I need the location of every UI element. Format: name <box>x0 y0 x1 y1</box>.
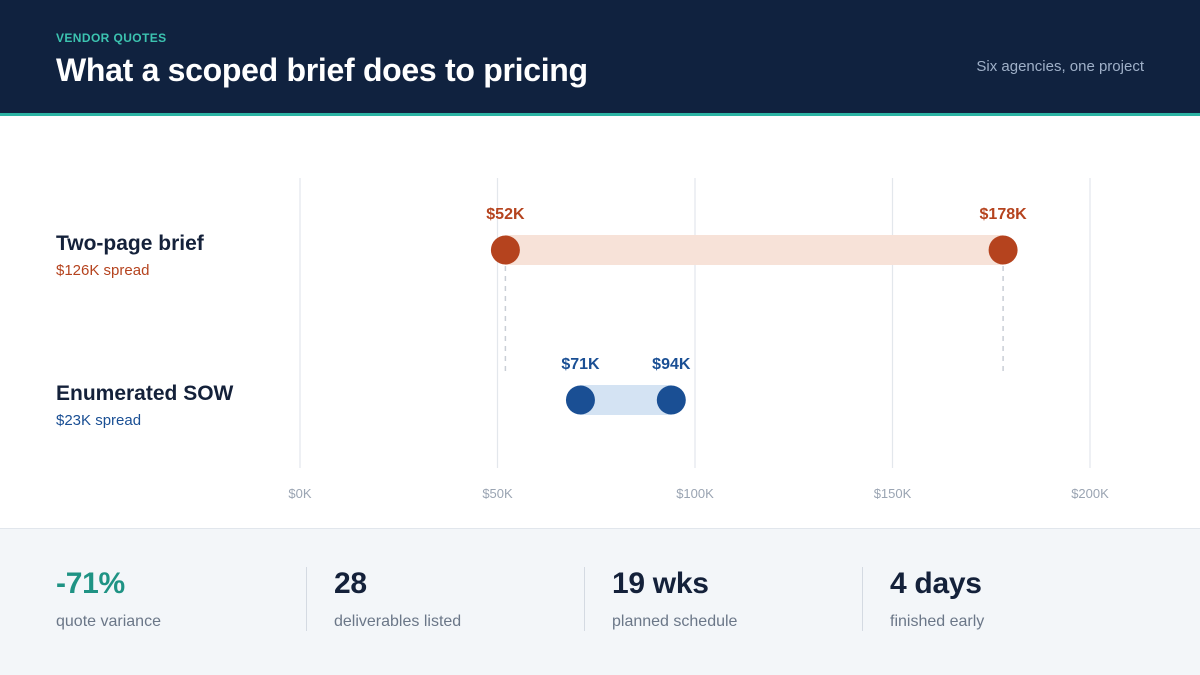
header-accent-rule <box>0 113 1200 116</box>
x-tick-label: $150K <box>874 486 912 501</box>
stat-value: 4 days <box>890 567 982 600</box>
chart-svg: $0K $50K $100K $150K $200K $52K $178K $71K $94K <box>288 178 1109 501</box>
stat-value: 19 wks <box>612 567 709 600</box>
stat-label: finished early <box>890 613 985 630</box>
range-min-label: $71K <box>561 356 600 373</box>
series-label-two-page-brief: Two-page brief <box>56 232 204 255</box>
stat-deliverables: 28 deliverables listed <box>334 567 461 631</box>
series-label-enumerated-sow: Enumerated SOW <box>56 382 234 405</box>
stat-label: planned schedule <box>612 613 738 630</box>
stats-bar: -71% quote variance 28 deliverables list… <box>0 528 1200 675</box>
stat-finished-early: 4 days finished early <box>890 567 984 631</box>
series-spread-two-page-brief: $126K spread <box>56 262 150 279</box>
range-min-dot <box>565 385 595 415</box>
stat-label: quote variance <box>56 613 161 630</box>
range-chart: $0K $50K $100K $150K $200K $52K $178K $71K $94K … <box>0 116 1200 528</box>
range-band <box>580 385 672 415</box>
range-band <box>505 235 1004 265</box>
stat-value: 28 <box>334 567 367 600</box>
range-min-dot <box>490 235 520 265</box>
x-tick-label: $200K <box>1071 486 1109 501</box>
range-max-label: $178K <box>980 206 1028 223</box>
x-tick-label: $50K <box>482 486 513 501</box>
stat-divider <box>584 567 585 631</box>
page-title: What a scoped brief does to pricing <box>56 52 588 88</box>
range-max-dot <box>988 235 1018 265</box>
range-min-label: $52K <box>486 206 525 223</box>
x-tick-label: $100K <box>676 486 714 501</box>
range-max-label: $94K <box>652 356 691 373</box>
stat-divider <box>862 567 863 631</box>
stat-schedule: 19 wks planned schedule <box>612 567 737 631</box>
page-subtitle: Six agencies, one project <box>976 58 1144 75</box>
eyebrow: VENDOR QUOTES <box>56 31 167 45</box>
range-max-dot <box>656 385 686 415</box>
stat-value: -71% <box>56 567 125 600</box>
header: VENDOR QUOTES What a scoped brief does t… <box>0 0 1200 113</box>
stat-label: deliverables listed <box>334 613 462 630</box>
x-tick-label: $0K <box>288 486 311 501</box>
stat-quote-variance: -71% quote variance <box>56 567 161 631</box>
stat-divider <box>306 567 307 631</box>
series-spread-enumerated-sow: $23K spread <box>56 412 142 429</box>
